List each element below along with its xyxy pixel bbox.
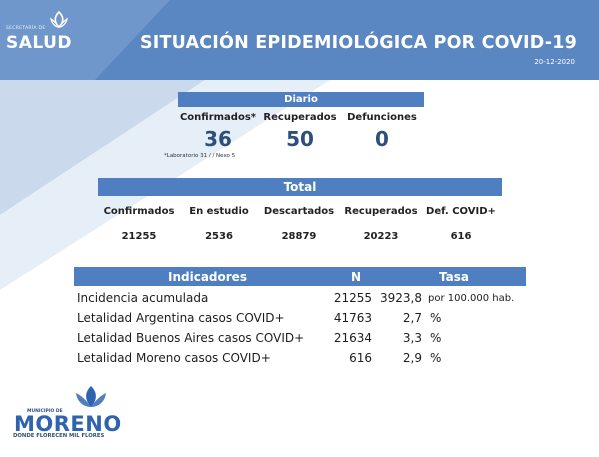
diario-footnote: *Laboratorio 31 / / Nexo 5 <box>164 153 236 159</box>
total-value-en-estudio: 2536 <box>205 231 233 242</box>
moreno-flower-icon <box>76 386 106 407</box>
diario-heading: Diario <box>178 92 424 107</box>
report-date: 20-12-2020 <box>534 58 575 66</box>
salud-leaf-icon <box>50 10 68 29</box>
total-value-confirmados: 21255 <box>121 231 157 242</box>
indicador-label: Letalidad Moreno casos COVID+ <box>77 351 271 365</box>
total-label-en-estudio: En estudio <box>189 206 249 217</box>
indicadores-rate-heading: Tasa <box>439 270 469 284</box>
moreno-org-big: MORENO <box>14 412 122 436</box>
indicador-n: 21255 <box>333 291 372 305</box>
page-title: SITUACIÓN EPIDEMIOLÓGICA POR COVID-19 <box>139 33 577 53</box>
total-heading: Total <box>98 178 502 196</box>
moreno-tagline: DONDE FLORECEN MIL FLORES <box>13 433 105 439</box>
diario-label-recuperados: Recuperados <box>263 112 337 123</box>
indicador-unit: % <box>430 331 442 345</box>
diario-label-confirmados: Confirmados* <box>179 112 257 123</box>
indicador-rate: 3923,8 <box>380 291 422 305</box>
indicador-n: 616 <box>349 351 372 365</box>
indicador-n: 41763 <box>333 311 372 325</box>
indicadores-heading: Indicadores <box>168 270 247 284</box>
total-value-def-covid: 616 <box>450 231 472 242</box>
indicador-unit: % <box>430 351 442 365</box>
total-label-recuperados: Recuperados <box>344 206 418 217</box>
total-label-confirmados: Confirmados <box>103 206 175 217</box>
indicadores-header-bar <box>74 267 526 286</box>
diario-value-recuperados: 50 <box>286 127 314 151</box>
indicador-rate: 2,7 <box>402 311 422 325</box>
indicador-rate: 3,3 <box>402 331 422 345</box>
diario-value-confirmados: 36 <box>204 127 232 151</box>
indicador-unit: por 100.000 hab. <box>428 293 515 304</box>
diario-value-defunciones: 0 <box>375 127 389 151</box>
total-value-descartados: 28879 <box>281 231 317 242</box>
indicadores-n-heading: N <box>351 270 362 284</box>
logo-org-big: SALUD <box>6 33 73 53</box>
indicador-n: 21634 <box>333 331 372 345</box>
total-label-def-covid: Def. COVID+ <box>426 206 496 217</box>
indicador-unit: % <box>430 311 442 325</box>
logo-org-small: SECRETARÍA DE <box>6 26 46 31</box>
total-value-recuperados: 20223 <box>363 231 399 242</box>
indicador-label: Incidencia acumulada <box>77 291 209 305</box>
diario-label-defunciones: Defunciones <box>347 112 417 123</box>
moreno-org-small: MUNICIPIO DE <box>27 409 63 414</box>
indicador-label: Letalidad Argentina casos COVID+ <box>77 311 285 325</box>
total-label-descartados: Descartados <box>263 206 335 217</box>
indicador-label: Letalidad Buenos Aires casos COVID+ <box>77 331 305 345</box>
indicador-rate: 2,9 <box>402 351 422 365</box>
